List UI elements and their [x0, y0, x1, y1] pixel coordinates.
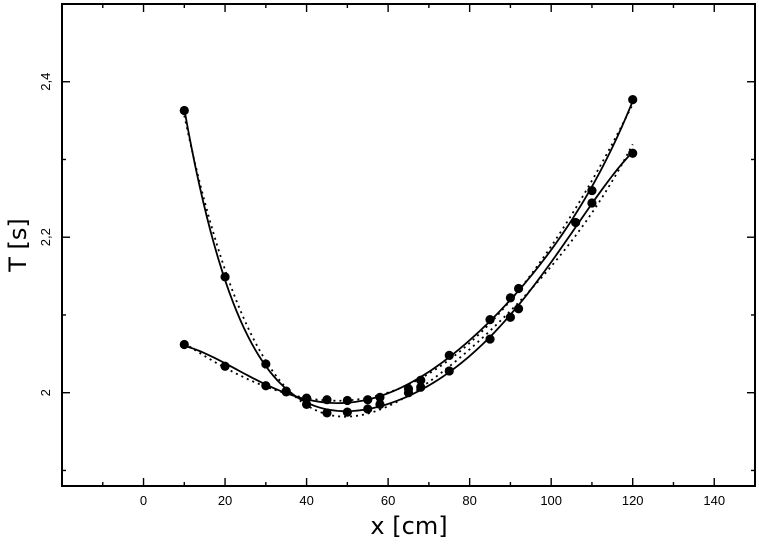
- series-1-dotted-fit: [183, 115, 634, 418]
- series-1-point: [342, 407, 352, 417]
- series-1-solid-fit: [183, 108, 634, 413]
- series-2-point: [179, 339, 189, 350]
- series-1-point: [444, 366, 454, 376]
- series-1-point: [587, 198, 597, 208]
- series-1-point: [179, 105, 189, 116]
- x-tick-label: 40: [299, 493, 313, 508]
- series-2-point: [301, 393, 312, 403]
- data-points: [179, 95, 638, 418]
- x-tick-label: 60: [381, 493, 395, 508]
- series-2-point: [281, 387, 291, 397]
- x-tick-label: 20: [218, 493, 232, 508]
- series-2-point: [322, 395, 332, 405]
- series-2-point: [587, 185, 597, 196]
- series-1-point: [513, 304, 524, 314]
- y-axis-title: T [s]: [4, 218, 32, 273]
- series-2-dotted-fit: [183, 103, 634, 402]
- x-tick-label: 140: [703, 493, 725, 508]
- series-2-point: [628, 95, 638, 105]
- series-1-point: [220, 272, 230, 282]
- series-2-point: [363, 395, 373, 405]
- series-2-point: [416, 375, 426, 385]
- series-2-point: [261, 381, 271, 391]
- x-axis-title: x [cm]: [370, 512, 447, 540]
- series-1-point: [375, 399, 385, 409]
- series-2-point: [342, 395, 352, 406]
- series-1-point: [261, 359, 271, 369]
- fit-curves: [183, 100, 634, 418]
- plot-frame: [61, 3, 756, 487]
- ticks: [62, 4, 756, 486]
- series-2-point: [505, 293, 516, 303]
- x-tick-label: 0: [140, 493, 147, 508]
- series-2-point: [375, 392, 385, 402]
- series-1-point: [571, 217, 581, 228]
- x-tick-label: 100: [540, 493, 562, 508]
- tick-labels: 0 20 40 60 80 100 120 140 2 2,2 2,4: [38, 73, 725, 508]
- x-tick-label: 120: [622, 493, 644, 508]
- series-1-point: [322, 408, 332, 418]
- series-1-point: [628, 148, 638, 158]
- series-1-point: [416, 382, 426, 392]
- series-2-point: [485, 315, 495, 325]
- y-tick-label: 2,2: [38, 228, 53, 246]
- series-2-point: [513, 283, 524, 294]
- series-1-point: [505, 312, 516, 322]
- series-2-point: [220, 361, 230, 371]
- series-2-point: [403, 384, 414, 394]
- series-1-point: [363, 404, 373, 414]
- series-1-point: [485, 334, 495, 344]
- y-tick-label: 2,4: [38, 73, 53, 91]
- series-2-point: [444, 350, 454, 360]
- series-2-solid-fit: [184, 100, 634, 404]
- x-tick-label: 80: [462, 493, 476, 508]
- y-tick-label: 2: [38, 389, 53, 396]
